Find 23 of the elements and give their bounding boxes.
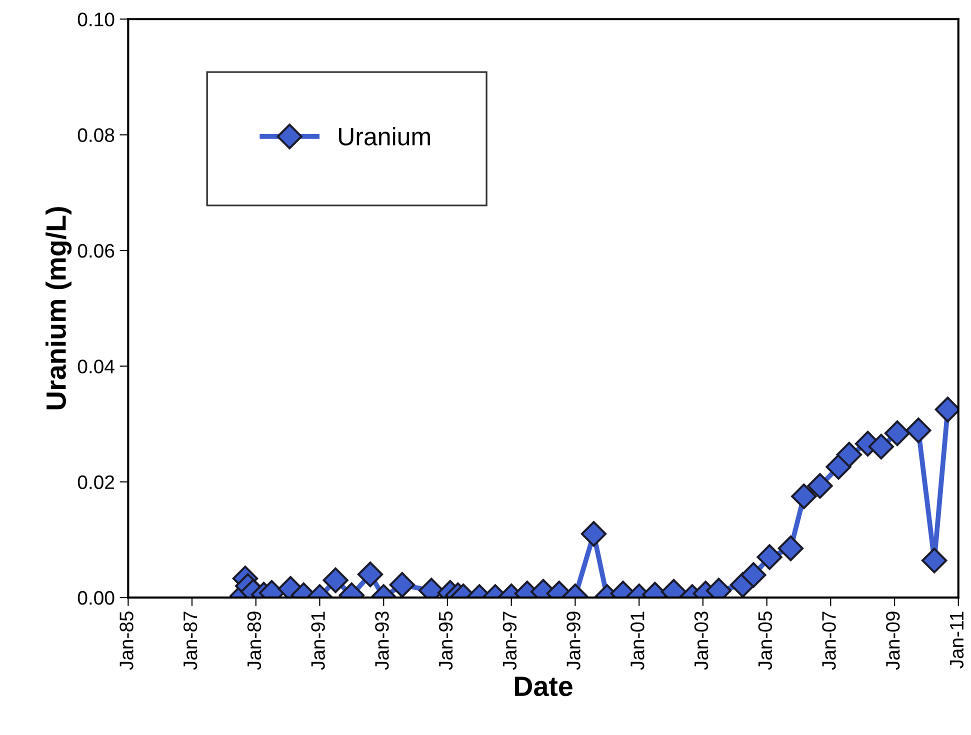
y-tick-label: 0.08 — [78, 128, 114, 142]
x-tick-label: Jan-99 — [566, 612, 580, 670]
y-tick-label: 0.06 — [78, 244, 114, 258]
x-tick-label: Jan-97 — [502, 612, 517, 670]
x-tick-label: Jan-93 — [375, 612, 389, 670]
x-tick-label: Jan-11 — [950, 612, 964, 668]
x-tick-label: Jan-89 — [247, 612, 262, 670]
x-tick-label: Jan-07 — [822, 612, 836, 670]
x-tick-label: Jan-85 — [120, 612, 134, 670]
y-tick-label: 0.10 — [78, 12, 114, 26]
x-axis-title: Date — [515, 676, 572, 696]
y-tick-label: 0.04 — [78, 360, 114, 374]
x-tick-label: Jan-09 — [886, 612, 900, 670]
y-tick-label: 0.02 — [78, 475, 114, 490]
x-tick-label: Jan-95 — [438, 612, 453, 670]
x-tick-label: Jan-91 — [311, 612, 325, 670]
legend-label: Uranium — [339, 127, 430, 146]
x-tick-label: Jan-01 — [630, 612, 644, 670]
x-tick-label: Jan-03 — [694, 612, 708, 670]
x-tick-label: Jan-05 — [758, 612, 772, 670]
y-tick-label: 0.00 — [78, 591, 114, 605]
x-tick-label: Jan-87 — [183, 612, 198, 670]
y-axis-title: Uranium (mg/L) — [46, 207, 72, 410]
